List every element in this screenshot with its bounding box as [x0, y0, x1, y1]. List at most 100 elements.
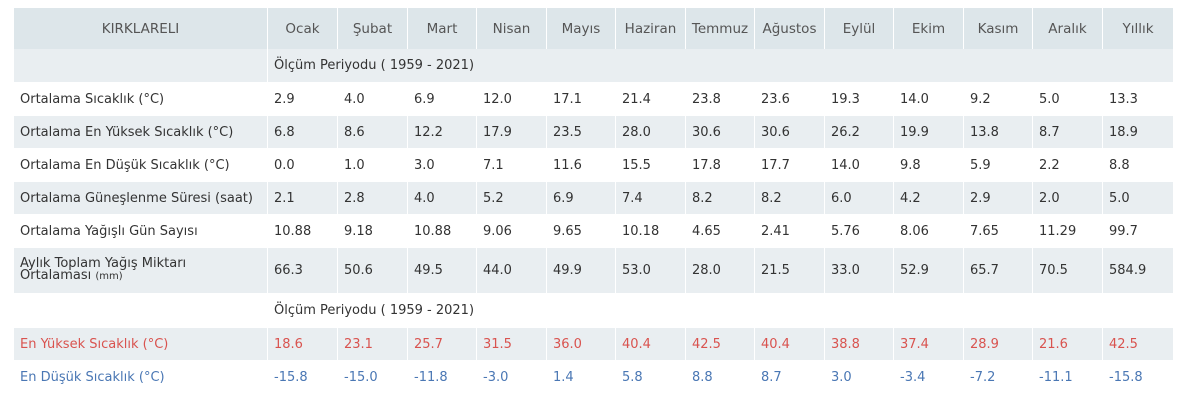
annual-header: Yıllık — [1103, 8, 1174, 49]
table-cell: -15.8 — [268, 361, 338, 394]
row-label: Ortalama Sıcaklık (°C) — [14, 83, 268, 116]
header-row: KIRKLARELI Ocak Şubat Mart Nisan Mayıs H… — [14, 8, 1174, 49]
table-cell: 15.5 — [616, 149, 686, 182]
month-header: Mayıs — [547, 8, 616, 49]
table-cell: 42.5 — [686, 328, 755, 361]
table-cell: 4.2 — [894, 182, 964, 215]
table-cell: 28.0 — [686, 248, 755, 294]
table-cell: 36.0 — [547, 328, 616, 361]
table-cell: 8.06 — [894, 215, 964, 248]
max-temp-row: En Yüksek Sıcaklık (°C) 18.6 23.1 25.7 31.5 3… — [14, 328, 1174, 361]
month-header: Nisan — [477, 8, 547, 49]
table-cell: 8.8 — [686, 361, 755, 394]
table-cell: 3.0 — [408, 149, 477, 182]
table-cell: 33.0 — [825, 248, 894, 294]
table-cell: 21.4 — [616, 83, 686, 116]
table-cell: 12.0 — [477, 83, 547, 116]
table-cell: 9.18 — [338, 215, 408, 248]
month-header: Şubat — [338, 8, 408, 49]
period-row: Ölçüm Periyodu ( 1959 - 2021) — [14, 49, 1174, 83]
table-cell: 44.0 — [477, 248, 547, 294]
table-cell: 50.6 — [338, 248, 408, 294]
table-cell: 40.4 — [616, 328, 686, 361]
table-cell: 8.8 — [1103, 149, 1174, 182]
table-row: Ortalama Yağışlı Gün Sayısı 10.88 9.18 10.8… — [14, 215, 1174, 248]
table-cell: 8.2 — [686, 182, 755, 215]
table-cell: 99.7 — [1103, 215, 1174, 248]
month-header: Mart — [408, 8, 477, 49]
table-cell: -11.1 — [1033, 361, 1103, 394]
table-cell: 65.7 — [964, 248, 1033, 294]
table-cell: 7.4 — [616, 182, 686, 215]
table-cell: 11.29 — [1033, 215, 1103, 248]
table-cell: 7.1 — [477, 149, 547, 182]
table-cell: 9.65 — [547, 215, 616, 248]
table-cell: 2.41 — [755, 215, 825, 248]
month-header: Temmuz — [686, 8, 755, 49]
table-cell: 6.9 — [547, 182, 616, 215]
table-cell: 28.0 — [616, 116, 686, 149]
table-cell: 9.06 — [477, 215, 547, 248]
table-cell: 23.8 — [686, 83, 755, 116]
period-row: Ölçüm Periyodu ( 1959 - 2021) — [14, 294, 1174, 328]
table-cell: 4.0 — [338, 83, 408, 116]
table-cell: 21.5 — [755, 248, 825, 294]
table-cell: -3.4 — [894, 361, 964, 394]
table-cell: 18.9 — [1103, 116, 1174, 149]
table-cell: 37.4 — [894, 328, 964, 361]
table-cell: 10.88 — [408, 215, 477, 248]
table-cell: 17.9 — [477, 116, 547, 149]
table-cell: 30.6 — [686, 116, 755, 149]
table-cell: 2.9 — [964, 182, 1033, 215]
table-cell: 14.0 — [894, 83, 964, 116]
table-cell: 23.5 — [547, 116, 616, 149]
table-cell: 2.0 — [1033, 182, 1103, 215]
table-cell: 30.6 — [755, 116, 825, 149]
table-cell: 10.18 — [616, 215, 686, 248]
table-cell: 25.7 — [408, 328, 477, 361]
table-row: Ortalama Güneşlenme Süresi (saat) 2.1 2.8 4… — [14, 182, 1174, 215]
table-cell: 6.8 — [268, 116, 338, 149]
table-cell: 1.4 — [547, 361, 616, 394]
table-cell: 5.2 — [477, 182, 547, 215]
table-cell: 2.8 — [338, 182, 408, 215]
table-cell: 9.2 — [964, 83, 1033, 116]
month-header: Ocak — [268, 8, 338, 49]
table-cell: 18.6 — [268, 328, 338, 361]
month-header: Aralık — [1033, 8, 1103, 49]
table-cell: 6.9 — [408, 83, 477, 116]
table-cell: 8.7 — [1033, 116, 1103, 149]
row-label: En Yüksek Sıcaklık (°C) — [14, 328, 268, 361]
row-label-line1: Aylık Toplam Yağış Miktarı — [20, 256, 187, 271]
table-cell: 4.65 — [686, 215, 755, 248]
table-cell: 53.0 — [616, 248, 686, 294]
row-label: En Düşük Sıcaklık (°C) — [14, 361, 268, 394]
table-cell: 49.9 — [547, 248, 616, 294]
table-cell: 5.9 — [964, 149, 1033, 182]
row-label: Ortalama En Düşük Sıcaklık (°C) — [14, 149, 268, 182]
table-cell: 8.2 — [755, 182, 825, 215]
period-label: Ölçüm Periyodu ( 1959 - 2021) — [268, 49, 1174, 83]
table-cell: 5.0 — [1103, 182, 1174, 215]
row-label-unit: (mm) — [95, 271, 123, 282]
row-label: Ortalama En Yüksek Sıcaklık (°C) — [14, 116, 268, 149]
table-cell: 5.8 — [616, 361, 686, 394]
period-spacer — [14, 49, 268, 83]
table-cell: 5.0 — [1033, 83, 1103, 116]
climate-table: KIRKLARELI Ocak Şubat Mart Nisan Mayıs H… — [14, 8, 1174, 394]
table-cell: 13.3 — [1103, 83, 1174, 116]
table-cell: 21.6 — [1033, 328, 1103, 361]
table-cell: 70.5 — [1033, 248, 1103, 294]
table-cell: 38.8 — [825, 328, 894, 361]
table-cell: 4.0 — [408, 182, 477, 215]
table-cell: 66.3 — [268, 248, 338, 294]
table-cell: -7.2 — [964, 361, 1033, 394]
table-row: Ortalama Sıcaklık (°C) 2.9 4.0 6.9 12.0 17.1 2… — [14, 83, 1174, 116]
table-cell: -15.0 — [338, 361, 408, 394]
table-cell: 17.1 — [547, 83, 616, 116]
row-label: Aylık Toplam Yağış Miktarı Ortalaması (mm… — [14, 248, 268, 294]
month-header: Haziran — [616, 8, 686, 49]
table-cell: 9.8 — [894, 149, 964, 182]
month-header: Ağustos — [755, 8, 825, 49]
table-cell: 2.2 — [1033, 149, 1103, 182]
